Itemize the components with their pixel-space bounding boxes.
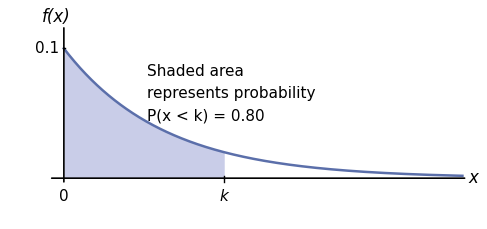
Text: Shaded area
represents probability
P(x < k) = 0.80: Shaded area represents probability P(x <… bbox=[147, 64, 316, 123]
Text: 0.1: 0.1 bbox=[35, 41, 59, 56]
Text: 0: 0 bbox=[59, 188, 69, 204]
Text: k: k bbox=[220, 188, 229, 204]
Text: f(x): f(x) bbox=[41, 8, 70, 26]
Text: x: x bbox=[468, 169, 478, 187]
